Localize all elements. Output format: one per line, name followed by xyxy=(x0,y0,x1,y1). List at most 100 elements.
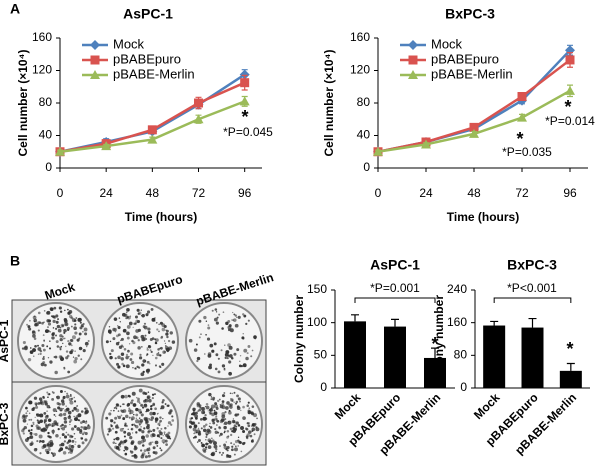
colony xyxy=(86,425,91,430)
colony xyxy=(202,448,207,452)
colony xyxy=(251,425,253,427)
colony xyxy=(215,424,218,426)
colony xyxy=(192,427,197,432)
colony xyxy=(71,427,75,431)
colony xyxy=(140,413,144,417)
colony xyxy=(67,410,72,415)
colony xyxy=(242,313,245,316)
colony xyxy=(198,408,202,412)
colony xyxy=(110,349,114,353)
annotation: * xyxy=(566,339,573,359)
colony xyxy=(65,446,68,450)
y-tick-label: 150 xyxy=(307,282,327,296)
colony xyxy=(151,396,154,400)
colony xyxy=(82,349,86,353)
colony xyxy=(152,446,156,450)
colony xyxy=(163,431,166,434)
colony xyxy=(65,356,69,360)
colony xyxy=(57,428,60,431)
annotation: *P=0.001 xyxy=(370,281,420,295)
colony xyxy=(120,344,124,348)
colony xyxy=(35,405,39,409)
marker xyxy=(240,78,250,88)
colony xyxy=(243,348,248,353)
colony xyxy=(65,405,67,407)
colony xyxy=(166,329,169,333)
colony xyxy=(205,423,208,426)
colony xyxy=(59,413,63,417)
colony xyxy=(217,370,221,374)
colony xyxy=(114,357,117,360)
colony xyxy=(147,452,150,454)
colony xyxy=(51,391,54,393)
colony xyxy=(154,417,159,422)
colony xyxy=(56,324,61,329)
colony xyxy=(73,407,76,410)
colony xyxy=(117,355,121,360)
colony xyxy=(43,309,46,312)
colony xyxy=(32,315,37,320)
colony xyxy=(161,323,166,327)
colony xyxy=(47,418,52,423)
colony xyxy=(164,344,167,347)
colony xyxy=(82,420,86,424)
colony xyxy=(129,412,132,415)
colony xyxy=(134,424,137,427)
colony xyxy=(168,411,172,415)
colony xyxy=(145,408,150,412)
colony xyxy=(32,348,36,352)
colony xyxy=(247,424,251,428)
colony xyxy=(204,353,206,355)
marker xyxy=(55,146,65,156)
colony xyxy=(205,403,209,406)
colony xyxy=(63,337,66,340)
colony xyxy=(24,438,29,442)
colony xyxy=(246,352,249,355)
colony xyxy=(144,455,148,459)
y-axis-label: Colony number xyxy=(292,295,306,383)
colony xyxy=(233,352,237,356)
colony xyxy=(211,418,215,423)
colony xyxy=(223,425,227,430)
colony xyxy=(124,424,127,427)
panel-label: B xyxy=(10,253,20,269)
colony xyxy=(51,336,55,340)
colony xyxy=(137,440,142,445)
colony xyxy=(126,325,131,329)
colony xyxy=(213,342,217,346)
colony xyxy=(198,319,202,323)
colony xyxy=(168,436,171,439)
colony xyxy=(248,407,251,410)
colony xyxy=(157,348,160,351)
colony xyxy=(198,430,201,434)
colony xyxy=(146,360,150,364)
colony xyxy=(80,436,84,440)
colony xyxy=(110,409,112,412)
colony xyxy=(52,408,57,413)
colony xyxy=(171,340,176,344)
colony xyxy=(66,326,70,330)
colony xyxy=(160,407,162,410)
colony xyxy=(215,418,218,421)
colony xyxy=(109,418,114,423)
colony xyxy=(149,411,154,416)
colony xyxy=(248,430,252,434)
colony xyxy=(208,425,211,427)
colony xyxy=(232,318,237,322)
colony xyxy=(23,346,28,351)
colony xyxy=(77,354,80,357)
colony xyxy=(215,321,219,325)
colony xyxy=(223,421,228,426)
colony xyxy=(26,323,29,326)
colony xyxy=(52,327,55,329)
colony xyxy=(136,319,141,324)
colony xyxy=(126,336,130,340)
colony xyxy=(133,413,135,416)
colony xyxy=(48,347,52,350)
colony xyxy=(109,427,111,430)
colony xyxy=(162,398,165,402)
colony xyxy=(73,415,75,418)
colony xyxy=(67,370,71,374)
colony xyxy=(124,394,128,399)
colony xyxy=(211,412,215,417)
